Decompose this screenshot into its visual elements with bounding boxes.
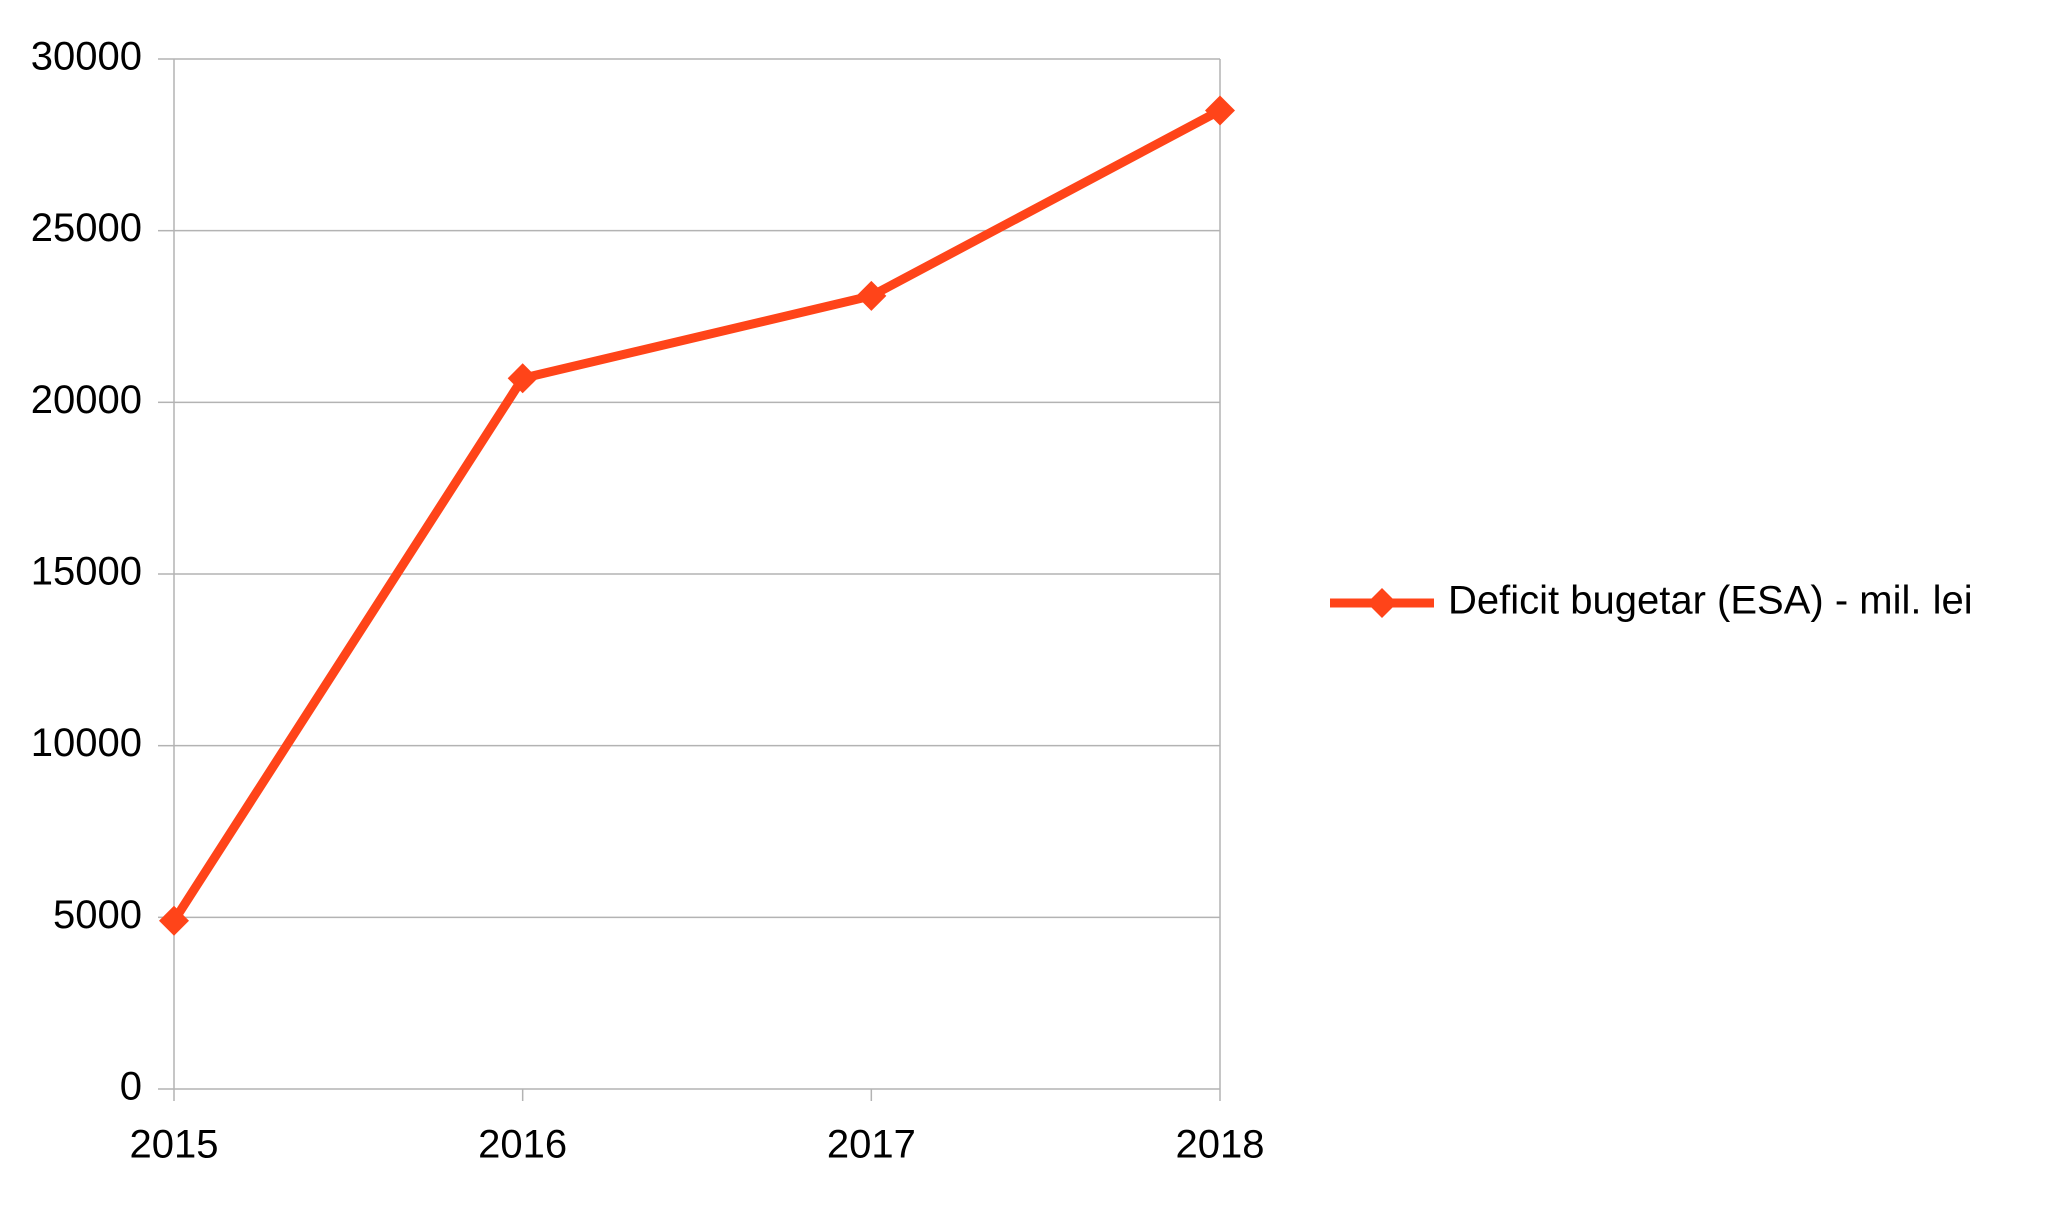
x-tick-label: 2015	[130, 1123, 219, 1167]
x-tick-label: 2016	[478, 1123, 567, 1167]
point-marker	[507, 363, 538, 394]
legend-marker	[1367, 588, 1397, 618]
point-marker	[159, 905, 189, 936]
legend-label: Deficit bugetar (ESA) - mil. lei	[1448, 579, 1973, 623]
y-tick-label: 20000	[31, 378, 142, 422]
x-tick-label: 2017	[827, 1123, 916, 1167]
y-tick-label: 25000	[31, 206, 142, 250]
y-tick-label: 5000	[53, 893, 142, 937]
y-tick-label: 15000	[31, 550, 142, 594]
x-tick-label: 2018	[1176, 1123, 1265, 1167]
y-tick-label: 10000	[31, 721, 142, 765]
point-marker	[856, 280, 887, 311]
series-line	[170, 106, 1223, 924]
point-marker	[1205, 95, 1235, 126]
y-tick-label: 0	[120, 1065, 142, 1109]
y-tick-label: 30000	[31, 35, 142, 79]
